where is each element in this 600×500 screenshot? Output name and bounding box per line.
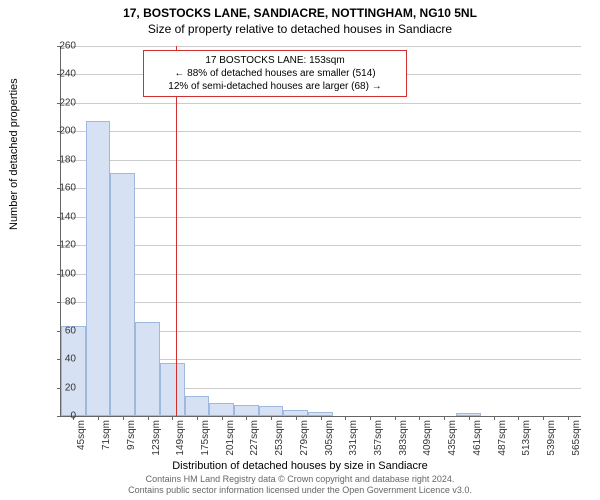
xtick-mark bbox=[296, 416, 297, 420]
gridline bbox=[61, 302, 581, 303]
gridline bbox=[61, 131, 581, 132]
ytick-label: 40 bbox=[46, 354, 76, 365]
xtick-mark bbox=[370, 416, 371, 420]
footer-line1: Contains HM Land Registry data © Crown c… bbox=[0, 474, 600, 485]
xtick-label: 149sqm bbox=[175, 420, 186, 460]
xtick-mark bbox=[197, 416, 198, 420]
annotation-line2: ← 88% of detached houses are smaller (51… bbox=[150, 67, 400, 80]
gridline bbox=[61, 245, 581, 246]
xtick-mark bbox=[444, 416, 445, 420]
ytick-label: 160 bbox=[46, 183, 76, 194]
histogram-bar bbox=[234, 405, 259, 416]
gridline bbox=[61, 103, 581, 104]
plot-area: 17 BOSTOCKS LANE: 153sqm← 88% of detache… bbox=[60, 46, 581, 417]
ytick-label: 220 bbox=[46, 97, 76, 108]
histogram-bar bbox=[135, 322, 160, 416]
xtick-label: 383sqm bbox=[398, 420, 409, 460]
xtick-mark bbox=[419, 416, 420, 420]
xtick-label: 513sqm bbox=[521, 420, 532, 460]
ytick-label: 240 bbox=[46, 69, 76, 80]
xtick-label: 357sqm bbox=[373, 420, 384, 460]
chart-title-line1: 17, BOSTOCKS LANE, SANDIACRE, NOTTINGHAM… bbox=[0, 0, 600, 20]
ytick-label: 20 bbox=[46, 382, 76, 393]
xtick-label: 461sqm bbox=[472, 420, 483, 460]
xtick-label: 97sqm bbox=[126, 420, 137, 460]
xtick-label: 539sqm bbox=[546, 420, 557, 460]
xtick-label: 45sqm bbox=[76, 420, 87, 460]
annotation-line3: 12% of semi-detached houses are larger (… bbox=[150, 80, 400, 93]
histogram-bar bbox=[160, 363, 185, 416]
gridline bbox=[61, 188, 581, 189]
xtick-mark bbox=[271, 416, 272, 420]
histogram-bar bbox=[185, 396, 210, 416]
ytick-label: 60 bbox=[46, 325, 76, 336]
x-axis-label: Distribution of detached houses by size … bbox=[0, 460, 600, 472]
xtick-label: 227sqm bbox=[249, 420, 260, 460]
ytick-label: 180 bbox=[46, 154, 76, 165]
ytick-label: 200 bbox=[46, 126, 76, 137]
annotation-box: 17 BOSTOCKS LANE: 153sqm← 88% of detache… bbox=[143, 50, 407, 97]
histogram-bar bbox=[61, 326, 86, 416]
xtick-mark bbox=[345, 416, 346, 420]
annotation-line1: 17 BOSTOCKS LANE: 153sqm bbox=[150, 54, 400, 67]
ytick-label: 100 bbox=[46, 268, 76, 279]
xtick-label: 279sqm bbox=[299, 420, 310, 460]
footer-line2: Contains public sector information licen… bbox=[0, 485, 600, 496]
histogram-bar bbox=[209, 403, 234, 416]
reference-line bbox=[176, 46, 177, 416]
gridline bbox=[61, 217, 581, 218]
xtick-mark bbox=[246, 416, 247, 420]
xtick-mark bbox=[222, 416, 223, 420]
xtick-mark bbox=[469, 416, 470, 420]
chart-container: 17, BOSTOCKS LANE, SANDIACRE, NOTTINGHAM… bbox=[0, 0, 600, 500]
xtick-mark bbox=[123, 416, 124, 420]
gridline bbox=[61, 160, 581, 161]
ytick-label: 260 bbox=[46, 41, 76, 52]
xtick-mark bbox=[98, 416, 99, 420]
xtick-label: 201sqm bbox=[225, 420, 236, 460]
xtick-label: 565sqm bbox=[571, 420, 582, 460]
xtick-label: 487sqm bbox=[497, 420, 508, 460]
xtick-label: 71sqm bbox=[101, 420, 112, 460]
ytick-label: 0 bbox=[46, 411, 76, 422]
gridline bbox=[61, 274, 581, 275]
gridline bbox=[61, 46, 581, 47]
xtick-label: 175sqm bbox=[200, 420, 211, 460]
xtick-label: 409sqm bbox=[422, 420, 433, 460]
histogram-bar bbox=[259, 406, 284, 416]
ytick-label: 140 bbox=[46, 211, 76, 222]
xtick-label: 123sqm bbox=[151, 420, 162, 460]
xtick-label: 305sqm bbox=[324, 420, 335, 460]
xtick-mark bbox=[518, 416, 519, 420]
histogram-bar bbox=[110, 173, 135, 416]
histogram-bar bbox=[86, 121, 111, 416]
xtick-label: 435sqm bbox=[447, 420, 458, 460]
xtick-mark bbox=[494, 416, 495, 420]
chart-title-line2: Size of property relative to detached ho… bbox=[0, 20, 600, 36]
xtick-mark bbox=[148, 416, 149, 420]
xtick-mark bbox=[395, 416, 396, 420]
ytick-label: 80 bbox=[46, 297, 76, 308]
xtick-mark bbox=[543, 416, 544, 420]
y-axis-label: Number of detached properties bbox=[8, 78, 20, 230]
xtick-mark bbox=[568, 416, 569, 420]
xtick-mark bbox=[321, 416, 322, 420]
ytick-label: 120 bbox=[46, 240, 76, 251]
xtick-label: 253sqm bbox=[274, 420, 285, 460]
footer-attribution: Contains HM Land Registry data © Crown c… bbox=[0, 474, 600, 496]
xtick-mark bbox=[172, 416, 173, 420]
xtick-label: 331sqm bbox=[348, 420, 359, 460]
